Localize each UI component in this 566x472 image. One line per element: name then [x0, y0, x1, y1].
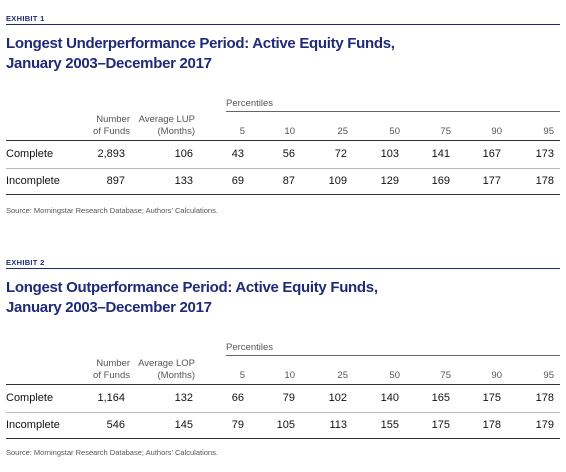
cell-percentile: 43 — [231, 148, 244, 160]
percentiles-rule — [226, 355, 560, 356]
header-percentile: 5 — [239, 370, 245, 381]
exhibit-rule — [6, 268, 560, 269]
header-percentile: 50 — [389, 370, 400, 381]
header-funds-line-2: of Funds — [93, 370, 130, 381]
header-average-line-2: (Months) — [157, 126, 195, 137]
cell-percentile: 69 — [231, 175, 244, 187]
table-bottom-rule — [6, 438, 560, 439]
cell-percentile: 167 — [482, 148, 501, 160]
title-line-2: January 2003–December 2017 — [6, 299, 212, 316]
header-rule — [6, 140, 560, 141]
header-percentile: 75 — [440, 370, 451, 381]
cell-percentile: 141 — [431, 148, 450, 160]
cell-percentile: 102 — [328, 392, 347, 404]
cell-percentile: 177 — [482, 175, 501, 187]
source-note: Source: Morningstar Research Database; A… — [6, 448, 218, 457]
exhibit-label: EXHIBIT 1 — [6, 14, 45, 23]
cell-percentile: 79 — [282, 392, 295, 404]
cell-percentile: 179 — [535, 419, 554, 431]
title-line-1: Longest Underperformance Period: Active … — [6, 35, 395, 52]
cell-percentile: 175 — [482, 392, 501, 404]
header-percentile: 75 — [440, 126, 451, 137]
table-bottom-rule — [6, 194, 560, 195]
title-line-2: January 2003–December 2017 — [6, 55, 212, 72]
header-percentile: 50 — [389, 126, 400, 137]
cell-funds: 2,893 — [97, 148, 125, 160]
cell-percentile: 173 — [535, 148, 554, 160]
cell-percentile: 178 — [482, 419, 501, 431]
cell-percentile: 66 — [231, 392, 244, 404]
percentiles-header: Percentiles — [226, 342, 273, 353]
percentiles-rule — [226, 111, 560, 112]
exhibit-title: Longest Underperformance Period: Active … — [6, 34, 395, 74]
header-rule — [6, 384, 560, 385]
cell-percentile: 169 — [431, 175, 450, 187]
cell-percentile: 113 — [329, 419, 347, 431]
cell-funds: 1,164 — [97, 392, 125, 404]
cell-average: 133 — [174, 175, 193, 187]
exhibit-rule — [6, 24, 560, 25]
header-percentile: 90 — [491, 370, 502, 381]
header-funds-line-1: Number — [96, 358, 130, 369]
cell-percentile: 72 — [334, 148, 347, 160]
cell-percentile: 103 — [380, 148, 399, 160]
header-percentile: 25 — [337, 370, 348, 381]
cell-percentile: 155 — [380, 419, 399, 431]
header-funds-line-1: Number — [96, 114, 130, 125]
source-note: Source: Morningstar Research Database; A… — [6, 206, 218, 215]
header-average-line-1: Average LOP — [138, 358, 195, 369]
cell-average: 145 — [174, 419, 193, 431]
exhibit-title: Longest Outperformance Period: Active Eq… — [6, 278, 378, 318]
cell-funds: 897 — [106, 175, 125, 187]
header-percentile: 10 — [284, 370, 295, 381]
header-average-line-2: (Months) — [157, 370, 195, 381]
cell-percentile: 129 — [380, 175, 399, 187]
cell-percentile: 109 — [328, 175, 347, 187]
header-funds-line-2: of Funds — [93, 126, 130, 137]
cell-percentile: 178 — [535, 175, 554, 187]
cell-percentile: 140 — [380, 392, 399, 404]
cell-percentile: 178 — [535, 392, 554, 404]
percentiles-header: Percentiles — [226, 98, 273, 109]
cell-percentile: 105 — [276, 419, 295, 431]
cell-percentile: 87 — [282, 175, 295, 187]
header-percentile: 95 — [543, 370, 554, 381]
row-label: Incomplete — [6, 419, 60, 431]
header-percentile: 5 — [239, 126, 245, 137]
cell-average: 132 — [174, 392, 193, 404]
header-average-line-1: Average LUP — [138, 114, 195, 125]
row-label: Complete — [6, 148, 54, 160]
exhibit-label: EXHIBIT 2 — [6, 258, 45, 267]
cell-average: 106 — [174, 148, 193, 160]
header-percentile: 95 — [543, 126, 554, 137]
row-divider — [6, 168, 560, 169]
row-divider — [6, 412, 560, 413]
title-line-1: Longest Outperformance Period: Active Eq… — [6, 279, 378, 296]
header-percentile: 25 — [337, 126, 348, 137]
cell-percentile: 79 — [231, 419, 244, 431]
row-label: Complete — [6, 392, 54, 404]
row-label: Incomplete — [6, 175, 60, 187]
header-percentile: 10 — [284, 126, 295, 137]
cell-percentile: 175 — [431, 419, 450, 431]
cell-percentile: 56 — [282, 148, 295, 160]
cell-funds: 546 — [106, 419, 125, 431]
cell-percentile: 165 — [431, 392, 450, 404]
header-percentile: 90 — [491, 126, 502, 137]
